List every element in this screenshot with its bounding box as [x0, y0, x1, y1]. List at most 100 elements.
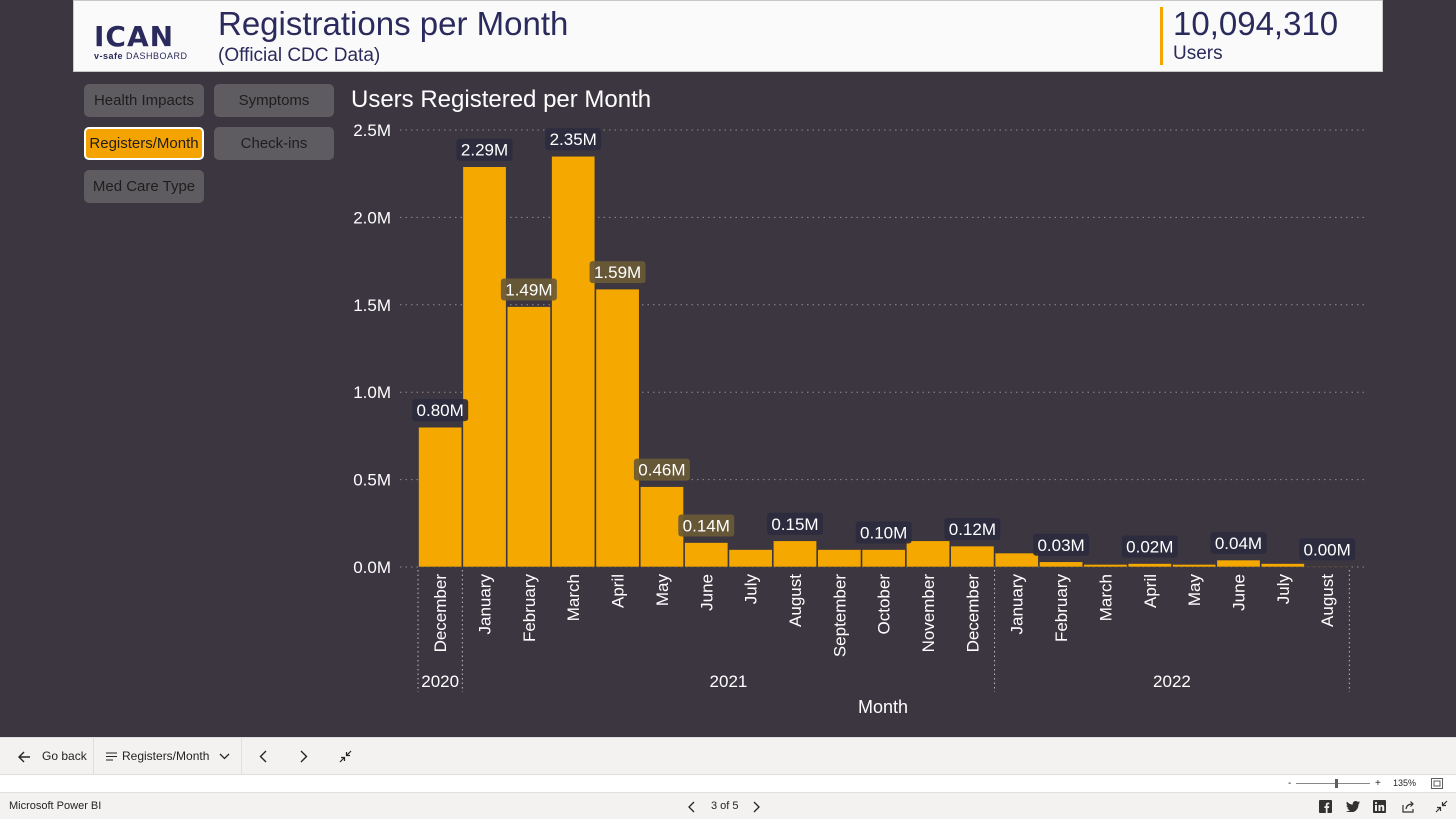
bar: [418, 426, 463, 568]
ican-logo: ICAN v-safe DASHBOARD: [94, 20, 189, 62]
next-page-icon[interactable]: [300, 750, 308, 763]
data-label: 2.35M: [550, 130, 597, 149]
x-tick-label: June: [1229, 574, 1248, 611]
zoom-bar: - + 135%: [0, 774, 1456, 792]
data-label: 1.49M: [505, 281, 552, 300]
data-label-bg: [1121, 535, 1178, 558]
data-label: 0.02M: [1126, 538, 1173, 557]
exit-fullscreen-icon[interactable]: [1435, 800, 1448, 813]
kpi-accent-bar: [1160, 7, 1163, 65]
x-tick-label: March: [564, 574, 583, 621]
bar: [462, 166, 507, 568]
data-label: 2.29M: [461, 141, 508, 160]
page-selector[interactable]: Registers/Month: [122, 749, 210, 763]
logo-text: ICAN: [94, 20, 175, 53]
nav-health-impacts-button[interactable]: Health Impacts: [84, 84, 204, 117]
exit-fullscreen-icon[interactable]: [339, 750, 352, 763]
bar: [506, 306, 551, 568]
nav-check-ins-button[interactable]: Check-ins: [214, 127, 334, 160]
data-label-bg: [456, 138, 513, 161]
x-tick-label: January: [476, 574, 495, 635]
fit-to-page-icon[interactable]: [1431, 778, 1443, 789]
x-tick-label: August: [1318, 574, 1337, 627]
data-label-bg: [412, 399, 469, 422]
data-label: 0.04M: [1215, 534, 1262, 553]
x-tick-label: December: [963, 574, 982, 653]
report-navigation-bar: Go back Registers/Month: [0, 737, 1456, 775]
kpi-total-users-value: 10,094,310: [1173, 5, 1339, 42]
nav-registers-month-button[interactable]: Registers/Month: [84, 127, 204, 160]
page-list-icon[interactable]: [106, 752, 117, 761]
bar: [1305, 566, 1350, 568]
previous-page-icon[interactable]: [259, 750, 267, 763]
zoom-in-button[interactable]: +: [1375, 778, 1381, 789]
bar: [728, 549, 773, 568]
x-tick-label: June: [697, 574, 716, 611]
data-label-bg: [545, 128, 602, 151]
x-tick-label: September: [830, 574, 849, 657]
x-axis-title: Month: [858, 697, 908, 717]
data-label-bg: [500, 278, 557, 301]
x-tick-label: February: [520, 574, 539, 643]
bar: [994, 552, 1039, 568]
data-label-bg: [766, 512, 823, 535]
x-tick-label: November: [919, 574, 938, 653]
data-label: 0.10M: [860, 524, 907, 543]
bar-chart: 0.0M 0.5M 1.0M 1.5M 2.0M 2.5M 0.80M 2.29M 1.49M 2…: [353, 121, 1365, 717]
bar: [595, 288, 640, 568]
bar: [1083, 564, 1128, 568]
nav-med-care-type-button[interactable]: Med Care Type: [84, 170, 204, 203]
divider: [93, 738, 94, 775]
divider: [241, 738, 242, 775]
data-label: 0.12M: [949, 520, 996, 539]
next-page-icon[interactable]: [753, 801, 761, 813]
facebook-icon[interactable]: [1319, 800, 1332, 813]
data-label: 0.03M: [1037, 536, 1084, 555]
y-tick-label: 0.5M: [353, 471, 391, 490]
zoom-slider-track[interactable]: [1296, 783, 1370, 784]
data-label: 0.15M: [771, 515, 818, 534]
bar: [1172, 564, 1217, 568]
linkedin-icon[interactable]: [1373, 800, 1386, 813]
kpi-total-users-label: Users: [1173, 43, 1223, 64]
chart-title: Users Registered per Month: [351, 86, 652, 113]
zoom-out-button[interactable]: -: [1288, 778, 1292, 789]
status-bar: Microsoft Power BI 3 of 5: [0, 792, 1456, 819]
x-tick-label: December: [431, 574, 450, 653]
share-icon[interactable]: [1402, 800, 1416, 813]
arrow-left-icon[interactable]: [17, 750, 31, 764]
data-label-bg: [855, 521, 912, 544]
y-tick-label: 0.0M: [353, 558, 391, 577]
chevron-down-icon[interactable]: [219, 753, 230, 760]
logo-subtitle: v-safe DASHBOARD: [94, 51, 188, 61]
data-label-bg: [944, 518, 1001, 541]
year-label: 2022: [1153, 672, 1191, 691]
bar: [950, 545, 995, 568]
zoom-slider-thumb[interactable]: [1335, 779, 1338, 788]
bar: [639, 486, 684, 568]
data-label-bg: [633, 458, 690, 481]
page-subtitle: (Official CDC Data): [218, 45, 381, 66]
data-label: 0.00M: [1304, 540, 1351, 559]
bar: [1039, 561, 1084, 568]
report-header: ICAN v-safe DASHBOARD Registrations per …: [73, 0, 1383, 72]
x-tick-label: April: [1141, 574, 1160, 608]
twitter-icon[interactable]: [1346, 801, 1360, 812]
bar: [861, 549, 906, 568]
bar: [906, 540, 950, 568]
year-label: 2021: [710, 672, 748, 691]
x-tick-label: February: [1052, 574, 1071, 643]
zoom-level: 135%: [1393, 778, 1417, 788]
data-label-bg: [589, 261, 646, 284]
previous-page-icon[interactable]: [687, 801, 695, 813]
data-label-bg: [1210, 532, 1267, 555]
page-indicator: 3 of 5: [711, 800, 739, 812]
data-label: 0.46M: [638, 461, 685, 480]
bar: [1260, 563, 1305, 568]
nav-symptoms-button[interactable]: Symptoms: [214, 84, 334, 117]
x-tick-label: April: [609, 574, 628, 608]
data-label-bg: [1299, 538, 1356, 561]
go-back-button[interactable]: Go back: [42, 749, 87, 763]
x-tick-label: May: [653, 574, 672, 607]
data-label-bg: [1033, 533, 1090, 556]
